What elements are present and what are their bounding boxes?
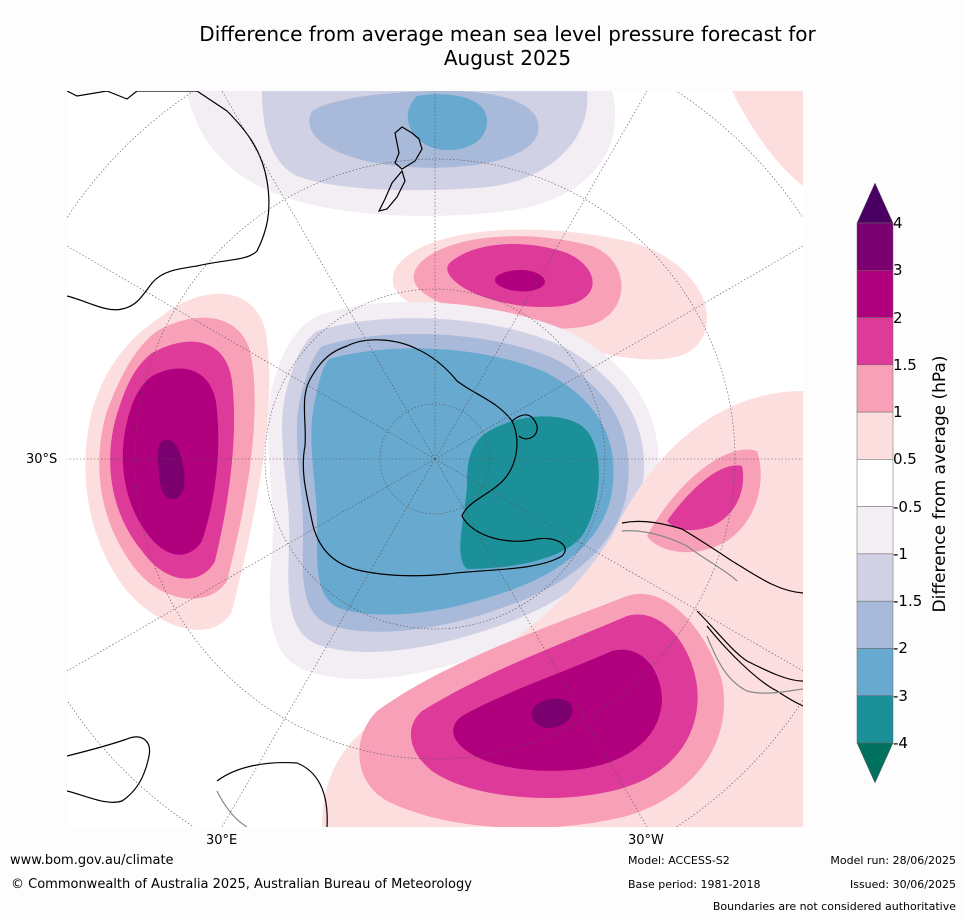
- anomaly-southern-ocean-positive: [322, 391, 803, 827]
- footer-model-run: Model run: 28/06/2025: [830, 854, 956, 867]
- colorbar-title: Difference from average (hPa): [930, 355, 950, 613]
- colorbar-cell: [856, 648, 894, 696]
- colorbar-cell: [856, 600, 894, 649]
- footer-copyright: © Commonwealth of Australia 2025, Austra…: [11, 877, 472, 892]
- colorbar-tick-label: 0.5: [893, 450, 917, 469]
- title-line-1: Difference from average mean sea level p…: [199, 22, 816, 46]
- colorbar-tick-label: 3: [893, 261, 903, 280]
- colorbar-cell: [856, 411, 894, 460]
- colorbar-cell: [856, 270, 894, 318]
- footer-url: www.bom.gov.au/climate: [10, 853, 174, 868]
- footer-model: Model: ACCESS-S2: [628, 854, 730, 867]
- anomaly-indian-positive: [85, 293, 270, 630]
- coastlines: [67, 91, 803, 827]
- footer-issued: Issued: 30/06/2025: [849, 878, 956, 891]
- footer-base-period: Base period: 1981-2018: [628, 878, 761, 891]
- footer-disclaimer: Boundaries are not considered authoritat…: [712, 900, 956, 913]
- pressure-anomaly-map: [67, 91, 803, 827]
- country-borders: [216, 530, 803, 827]
- colorbar-tick-label: -0.5: [893, 497, 923, 516]
- colorbar-extend-high: [856, 183, 894, 224]
- latitude-label-30s: 30°S: [26, 452, 58, 467]
- colorbar-tick-label: -1: [893, 544, 908, 563]
- title-line-2: August 2025: [443, 46, 572, 70]
- colorbar-cell: [856, 506, 894, 555]
- colorbar-cell: [856, 459, 894, 507]
- colorbar-cell: [856, 364, 894, 413]
- colorbar-tick-label: 1: [893, 403, 903, 422]
- anomaly-northeast-positive: [732, 91, 803, 186]
- colorbar-tick-label: -4: [893, 734, 908, 752]
- colorbar-tick-label: 2: [893, 308, 903, 327]
- colorbar-cell: [856, 317, 894, 366]
- colorbar-tick-label: 4: [893, 214, 903, 232]
- colorbar-tick-label: -3: [893, 686, 908, 705]
- anomaly-weddell-strong-negative: [460, 416, 599, 569]
- longitude-label-30e: 30°E: [206, 833, 238, 848]
- colorbar-cell: [856, 553, 894, 602]
- colorbar-cell: [856, 222, 894, 271]
- colorbar-tick-label: 1.5: [893, 355, 917, 374]
- anomaly-nz-negative: [187, 91, 616, 216]
- longitude-label-30w: 30°W: [628, 833, 664, 848]
- colorbar-tick-label: -2: [893, 639, 908, 658]
- colorbar-cell: [856, 695, 894, 744]
- colorbar-tick-label: -1.5: [893, 592, 923, 611]
- colorbar: [856, 183, 894, 783]
- map-title: Difference from average mean sea level p…: [120, 22, 895, 70]
- colorbar-extend-low: [856, 742, 894, 783]
- graticule: [67, 91, 803, 827]
